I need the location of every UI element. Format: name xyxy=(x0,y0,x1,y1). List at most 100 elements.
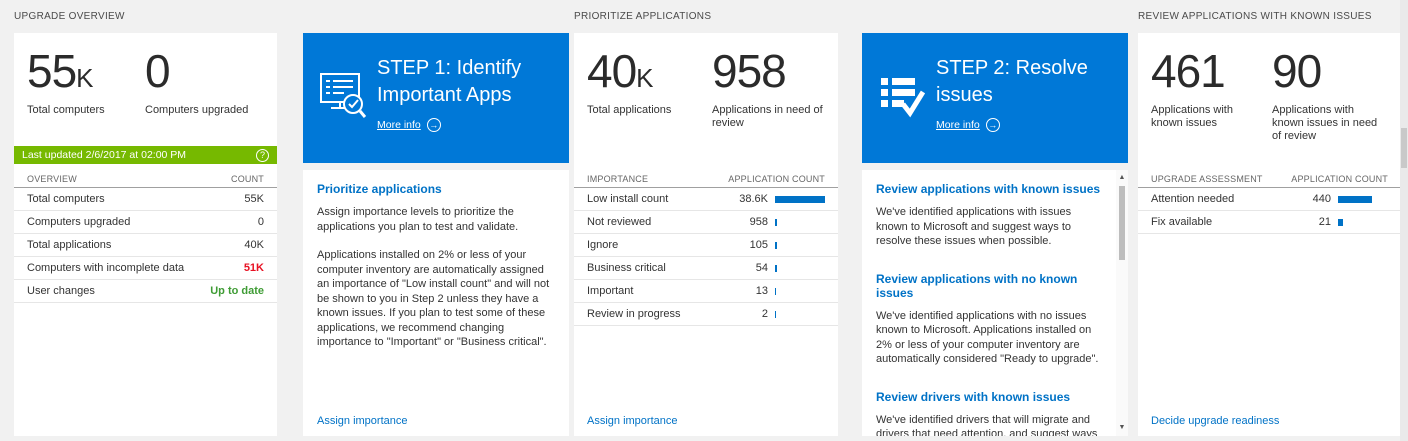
row-count: 13 xyxy=(755,285,768,297)
step1-title: STEP 1: Identify Important Apps xyxy=(377,57,522,106)
review-apps-known-issues-heading[interactable]: Review applications with known issues xyxy=(876,182,1101,196)
importance-table: IMPORTANCE APPLICATION COUNT Low install… xyxy=(574,170,838,326)
step1-body: STEP 1: Identify Important Apps More inf… xyxy=(377,33,569,133)
review-apps-no-known-issues-heading[interactable]: Review applications with no known issues xyxy=(876,271,1078,300)
panel-scrollbar[interactable]: ▲ ▼ xyxy=(1116,170,1128,436)
table-row[interactable]: Low install count 38.6K xyxy=(574,188,838,211)
count-col-label: COUNT xyxy=(231,173,264,184)
overview-table-header: OVERVIEW COUNT xyxy=(14,170,277,188)
count-bar xyxy=(775,287,825,295)
assign-importance-link[interactable]: Assign importance xyxy=(317,415,408,427)
resolve-issues-icon xyxy=(879,73,926,124)
count-bar xyxy=(1338,218,1388,226)
panel-section: Review applications with known issues We… xyxy=(876,182,1104,249)
row-value-alert: 51K xyxy=(243,262,264,274)
arrow-right-icon: → xyxy=(426,118,441,132)
panel-section: Review drivers with known issues We've i… xyxy=(876,390,1104,437)
count-bar xyxy=(1338,195,1388,203)
row-label: Total applications xyxy=(27,239,112,251)
row-label: User changes xyxy=(27,285,95,297)
prioritize-column: PRIORITIZE APPLICATIONS 40K Total applic… xyxy=(574,0,838,436)
step1-card[interactable]: STEP 1: Identify Important Apps More inf… xyxy=(303,33,569,163)
table-row[interactable]: Computers upgraded 0 xyxy=(14,211,277,234)
row-count: 21 xyxy=(1318,216,1331,228)
stat-computers-upgraded[interactable]: 0 Computers upgraded xyxy=(145,45,248,146)
stat-apps-known-issues-value: 461 xyxy=(1151,45,1226,97)
row-label: Review in progress xyxy=(587,308,681,320)
overview-stats: 55K Total computers 0 Computers upgraded xyxy=(14,33,277,146)
table-row[interactable]: Attention needed 440 xyxy=(1138,188,1401,211)
review-drivers-known-issues-heading[interactable]: Review drivers with known issues xyxy=(876,389,1071,404)
row-value: 55K xyxy=(244,193,264,205)
stat-apps-need-review[interactable]: 958 Applications in need of review xyxy=(712,45,824,170)
upgrade-assessment-table-header: UPGRADE ASSESSMENT APPLICATION COUNT xyxy=(1138,170,1401,188)
count-bar xyxy=(775,218,825,226)
step2-card[interactable]: STEP 2: Resolve issues More info → xyxy=(862,33,1128,163)
row-count: 105 xyxy=(749,239,768,251)
table-row[interactable]: Fix available 21 xyxy=(1138,211,1401,234)
stat-apps-known-issues-review-value: 90 xyxy=(1272,45,1322,97)
importance-table-header: IMPORTANCE APPLICATION COUNT xyxy=(574,170,838,188)
table-row[interactable]: Total computers 55K xyxy=(14,188,277,211)
assign-importance-bottom-link[interactable]: Assign importance xyxy=(587,415,678,427)
step1-more-info-link[interactable]: More info → xyxy=(377,118,441,132)
stat-apps-known-issues-review[interactable]: 90 Applications with known issues in nee… xyxy=(1272,45,1384,170)
table-row[interactable]: Business critical 54 xyxy=(574,257,838,280)
row-label: Important xyxy=(587,285,634,297)
row-count: 54 xyxy=(755,262,768,274)
page-scrollbar[interactable] xyxy=(1400,0,1408,441)
review-stats: 461 Applications with known issues 90 Ap… xyxy=(1138,33,1401,170)
scroll-down-icon[interactable]: ▼ xyxy=(1118,424,1126,431)
scroll-thumb[interactable] xyxy=(1119,186,1125,260)
table-row[interactable]: Review in progress 2 xyxy=(574,303,838,326)
row-count: 2 xyxy=(761,308,768,320)
step1-column: STEP 1: Identify Important Apps More inf… xyxy=(303,0,569,436)
table-row[interactable]: Ignore 105 xyxy=(574,234,838,257)
more-info-label: More info xyxy=(936,119,980,131)
row-label: Business critical xyxy=(587,262,666,274)
prioritize-card: 40K Total applications 958 Applications … xyxy=(574,33,838,436)
scroll-up-icon[interactable]: ▲ xyxy=(1118,174,1126,181)
page-scroll-thumb[interactable] xyxy=(1401,128,1407,168)
overview-table: OVERVIEW COUNT Total computers 55K Compu… xyxy=(14,170,277,303)
prioritize-paragraph-1: Assign importance levels to prioritize t… xyxy=(317,206,519,233)
step2-body: STEP 2: Resolve issues More info → xyxy=(936,33,1128,133)
prioritize-paragraph-2: Applications installed on 2% or less of … xyxy=(317,249,550,348)
stat-computers-upgraded-value: 0 xyxy=(145,45,171,97)
step2-panel: Review applications with known issues We… xyxy=(862,170,1128,436)
stat-apps-known-issues[interactable]: 461 Applications with known issues xyxy=(1151,45,1272,170)
arrow-right-icon: → xyxy=(985,118,1000,132)
identify-apps-icon xyxy=(320,73,368,124)
prioritize-section-header: PRIORITIZE APPLICATIONS xyxy=(574,11,712,22)
stat-total-computers[interactable]: 55K Total computers xyxy=(27,48,145,146)
row-label: Computers upgraded xyxy=(27,216,131,228)
row-label: Total computers xyxy=(27,193,105,205)
stat-total-applications-value: 40K xyxy=(587,45,654,97)
stat-total-applications-label: Total applications xyxy=(587,104,672,116)
review-apps-known-issues-text: We've identified applications with issue… xyxy=(876,206,1072,247)
overview-section-header: UPGRADE OVERVIEW xyxy=(14,11,125,22)
table-row[interactable]: Not reviewed 958 xyxy=(574,211,838,234)
stat-total-applications[interactable]: 40K Total applications xyxy=(587,45,712,170)
prioritize-applications-heading: Prioritize applications xyxy=(317,182,442,196)
panel-section: Review applications with no known issues… xyxy=(876,272,1104,367)
importance-col-label: IMPORTANCE xyxy=(587,173,649,184)
table-row[interactable]: User changes Up to date xyxy=(14,280,277,303)
row-value-ok: Up to date xyxy=(210,285,264,297)
decide-upgrade-readiness-link[interactable]: Decide upgrade readiness xyxy=(1151,415,1280,427)
application-count-col-label: APPLICATION COUNT xyxy=(1291,173,1388,184)
stat-total-computers-label: Total computers xyxy=(27,104,105,116)
row-count: 440 xyxy=(1312,193,1331,205)
stat-apps-need-review-value: 958 xyxy=(712,45,787,97)
step2-more-info-link[interactable]: More info → xyxy=(936,118,1000,132)
overview-col-label: OVERVIEW xyxy=(27,173,77,184)
row-value: 40K xyxy=(244,239,264,251)
review-drivers-known-issues-text: We've identified drivers that will migra… xyxy=(876,413,1098,437)
table-row[interactable]: Total applications 40K xyxy=(14,234,277,257)
table-row[interactable]: Important 13 xyxy=(574,280,838,303)
help-icon[interactable]: ? xyxy=(256,148,269,162)
step2-header-spacer xyxy=(862,0,1128,33)
upgrade-assessment-table: UPGRADE ASSESSMENT APPLICATION COUNT Att… xyxy=(1138,170,1401,234)
upgrade-assessment-col-label: UPGRADE ASSESSMENT xyxy=(1151,173,1263,184)
table-row[interactable]: Computers with incomplete data 51K xyxy=(14,257,277,280)
